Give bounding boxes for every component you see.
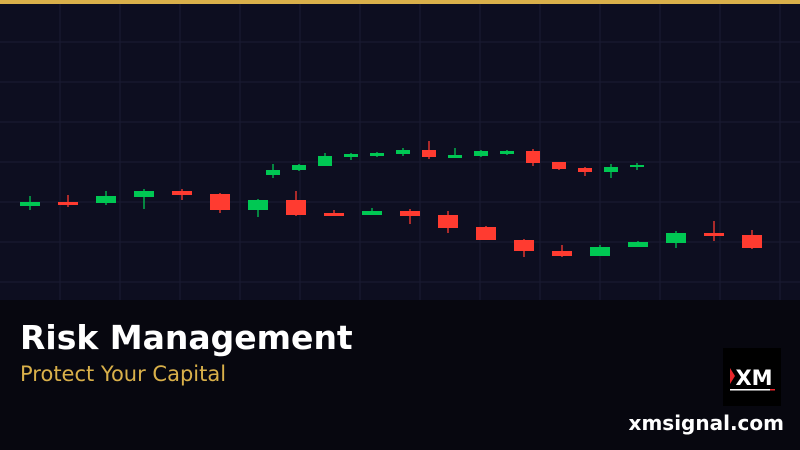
bearish-candle — [526, 151, 540, 163]
bearish-candle — [400, 211, 420, 216]
bullish-candle — [134, 191, 154, 197]
bullish-candle — [630, 165, 644, 167]
accent-bar — [0, 0, 800, 4]
bullish-candle — [96, 196, 116, 203]
bullish-candle — [448, 155, 462, 158]
bullish-candle — [266, 170, 280, 175]
bullish-candle — [248, 200, 268, 210]
bearish-candle — [552, 162, 566, 169]
bullish-candle — [474, 151, 488, 156]
bullish-candle — [20, 202, 40, 206]
bullish-candle — [666, 233, 686, 243]
bearish-candle — [742, 235, 762, 248]
bullish-candle — [590, 247, 610, 256]
bullish-candle — [344, 154, 358, 157]
bearish-candle — [704, 233, 724, 236]
svg-text:XM: XM — [735, 366, 772, 390]
bullish-candle — [500, 151, 514, 154]
bullish-candle — [370, 153, 384, 156]
website-url: xmsignal.com — [628, 411, 784, 435]
bearish-candle — [476, 227, 496, 240]
bullish-candle — [396, 150, 410, 154]
bearish-candle — [286, 200, 306, 215]
bullish-candle — [318, 156, 332, 166]
bullish-candle — [604, 167, 618, 172]
xm-logo: XM — [723, 348, 781, 406]
bearish-candle — [552, 251, 572, 256]
page-subtitle: Protect Your Capital — [20, 362, 227, 386]
bullish-candle — [292, 165, 306, 170]
page-title: Risk Management — [20, 318, 353, 357]
bullish-candle — [628, 242, 648, 247]
bearish-candle — [438, 215, 458, 228]
caption-panel — [0, 300, 800, 450]
bearish-candle — [172, 191, 192, 195]
bearish-candle — [58, 202, 78, 205]
bullish-candle — [362, 211, 382, 215]
candlestick-chart — [0, 4, 800, 300]
bearish-candle — [514, 240, 534, 251]
bearish-candle — [324, 213, 344, 216]
bearish-candle — [422, 150, 436, 157]
bearish-candle — [578, 168, 592, 172]
bearish-candle — [210, 194, 230, 210]
